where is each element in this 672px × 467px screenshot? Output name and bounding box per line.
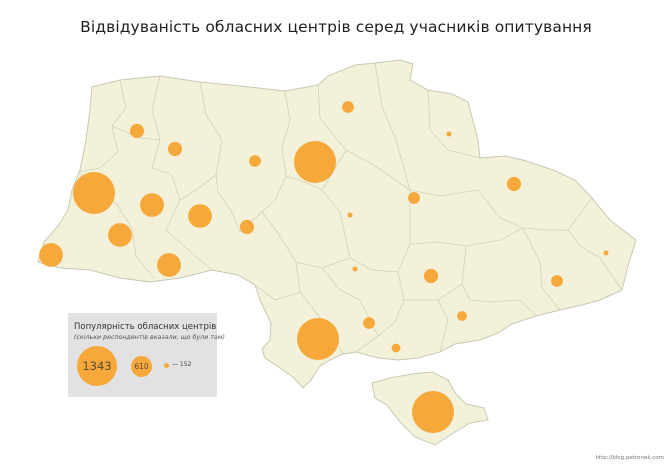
city-24-bubble [603,250,609,256]
city-19-bubble [363,317,375,329]
city-6-bubble [140,193,164,217]
city-14-bubble [167,141,183,157]
city-3-bubble [297,318,339,360]
legend-mid-circle: 610 [131,356,152,377]
city-7-bubble [39,243,63,267]
legend-min-circle [164,363,169,368]
city-21-bubble [391,343,401,353]
city-17-bubble [408,192,420,204]
city-5-bubble [108,223,132,247]
city-9-bubble [188,204,212,228]
city-23-bubble [446,131,452,137]
ukraine-land [37,59,637,389]
city-22-bubble [347,212,353,218]
city-12-bubble [239,219,255,235]
legend-max-label: 1343 [82,359,112,373]
page-title: Відвідуваність обласних центрів серед уч… [80,18,592,36]
legend-title: Популярність обласних центрів [74,322,217,332]
city-16-bubble [342,101,354,113]
city-2-bubble [294,141,336,183]
city-8-bubble [157,253,181,277]
city-1-bubble [73,172,115,214]
legend-min-label: — 152 [172,361,192,368]
city-15-bubble [249,155,261,167]
city-13-bubble [423,268,439,284]
credit-text: http://blog.petronek.com [595,455,664,461]
city-4-bubble [412,391,454,433]
legend-mid-label: 610 [134,362,149,371]
city-10-bubble [129,123,145,139]
legend: Популярність обласних центрів (скільки р… [68,313,225,397]
city-20-bubble [457,311,467,321]
legend-max-circle: 1343 [77,346,117,386]
city-25-bubble [352,266,358,272]
legend-note: (скільки респондентів вказали, що були т… [74,334,225,341]
city-markers [39,101,609,433]
city-18-bubble [551,275,563,287]
city-11-bubble [506,176,522,192]
